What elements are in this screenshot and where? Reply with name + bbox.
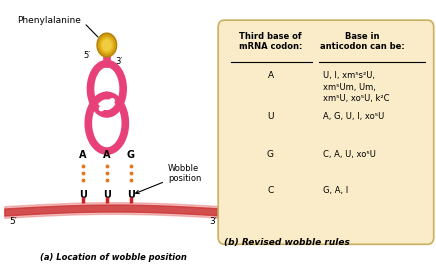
Circle shape [102,40,111,50]
Text: Base in
anticodon can be:: Base in anticodon can be: [320,32,405,51]
Text: (a) Location of wobble position: (a) Location of wobble position [40,253,187,262]
Text: (b) Revised wobble rules: (b) Revised wobble rules [225,238,351,247]
FancyBboxPatch shape [218,20,434,244]
Text: 3′: 3′ [115,57,123,66]
Text: G, A, I: G, A, I [323,186,348,195]
Text: G: G [267,150,274,159]
Text: Third base of
mRNA codon:: Third base of mRNA codon: [239,32,302,51]
Text: G: G [127,150,135,160]
Circle shape [100,37,113,53]
Text: U: U [79,190,87,200]
Circle shape [99,35,115,55]
Text: U, I, xm⁵s²U,
xm⁵Um, Um,
xm⁵U, xo⁵U, k²C: U, I, xm⁵s²U, xm⁵Um, Um, xm⁵U, xo⁵U, k²C [323,72,389,103]
Text: A, G, U, I, xo⁵U: A, G, U, I, xo⁵U [323,112,384,121]
Text: A: A [267,72,273,80]
Text: Wobble
position: Wobble position [136,164,201,193]
Text: U: U [127,190,135,200]
Circle shape [97,33,116,57]
Text: Phenylalanine: Phenylalanine [17,16,98,37]
Text: 3′: 3′ [210,217,218,226]
Text: U: U [103,190,111,200]
Text: 5′: 5′ [9,217,17,226]
Text: C: C [267,186,274,195]
Text: C, A, U, xo⁵U: C, A, U, xo⁵U [323,150,376,159]
Text: U: U [267,112,274,121]
Text: 5′: 5′ [84,51,91,60]
Text: A: A [79,150,87,160]
Text: A: A [103,150,111,160]
